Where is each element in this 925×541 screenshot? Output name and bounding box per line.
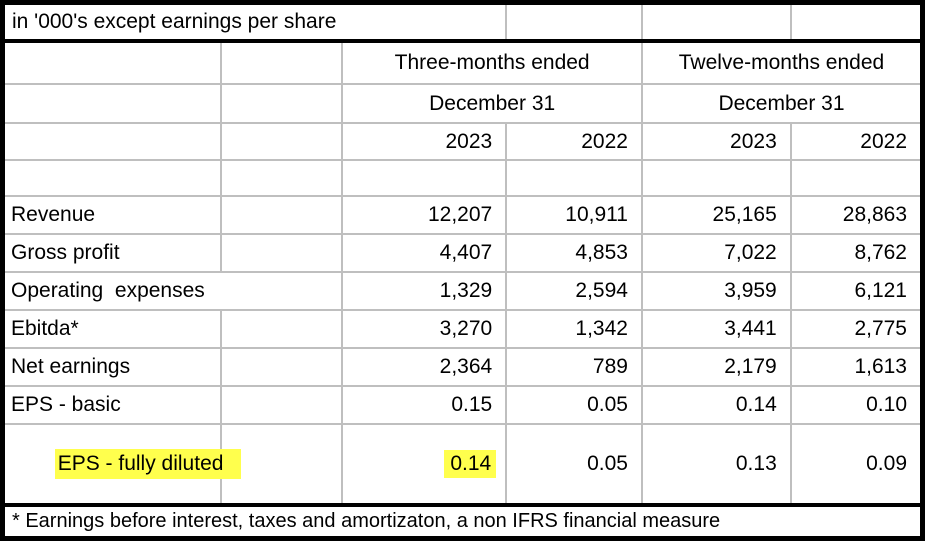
empty-cell (505, 159, 643, 197)
table-row-ebitda: Ebitda* 3,270 1,342 3,441 2,775 (1, 309, 924, 349)
row-label-eps-fully-diluted: EPS - fully diluted (1, 423, 242, 506)
value-cell: 3,959 (640, 271, 792, 311)
empty-cell (789, 1, 924, 43)
empty-cell (219, 233, 344, 273)
value-cell: 10,911 (505, 195, 643, 235)
highlight-eps-diluted-q2023-value: 0.14 (444, 450, 497, 478)
value-cell: 1,329 (341, 271, 508, 311)
period-header-three-months: Three-months ended (341, 40, 643, 85)
year-header-row: 2023 2022 2023 2022 (1, 122, 924, 161)
empty-cell (505, 1, 643, 43)
footnote-row: * Earnings before interest, taxes and am… (1, 503, 924, 540)
value-cell: 2,775 (789, 309, 924, 349)
value-cell: 0.05 (505, 423, 643, 506)
empty-cell (640, 159, 792, 197)
row-label-net-earnings: Net earnings (1, 347, 222, 387)
value-cell: 0.05 (505, 385, 643, 425)
value-cell: 25,165 (640, 195, 792, 235)
row-label-ebitda: Ebitda* (1, 309, 222, 349)
empty-cell (219, 347, 344, 387)
empty-cell (219, 40, 344, 85)
value-cell: 0.09 (789, 423, 924, 506)
value-cell: 2,179 (640, 347, 792, 387)
year-header-12m-2023: 2023 (640, 122, 792, 161)
table-row-gross-profit: Gross profit 4,407 4,853 7,022 8,762 (1, 233, 924, 273)
value-cell: 4,853 (505, 233, 643, 273)
empty-cell (219, 195, 344, 235)
table-row-operating-expenses: Operating expenses 1,329 2,594 3,959 6,1… (1, 271, 924, 311)
value-cell: 7,022 (640, 233, 792, 273)
table-row-eps-fully-diluted: EPS - fully diluted 0.14 0.05 0.13 0.09 (1, 423, 924, 506)
value-cell: 0.13 (640, 423, 792, 506)
empty-cell (640, 1, 792, 43)
row-label-eps-basic: EPS - basic (1, 385, 222, 425)
footnote: * Earnings before interest, taxes and am… (1, 503, 924, 540)
empty-cell (219, 309, 344, 349)
table-row-revenue: Revenue 12,207 10,911 25,165 28,863 (1, 195, 924, 235)
value-cell: 28,863 (789, 195, 924, 235)
empty-cell (219, 159, 344, 197)
value-cell: 0.15 (341, 385, 508, 425)
value-cell: 0.14 (341, 423, 508, 506)
highlight-eps-diluted-label: EPS - fully diluted (54, 449, 242, 479)
year-header-12m-2022: 2022 (789, 122, 924, 161)
empty-cell (1, 122, 222, 161)
value-cell: 4,407 (341, 233, 508, 273)
value-cell: 12,207 (341, 195, 508, 235)
period-subheader-row: December 31 December 31 (1, 83, 924, 124)
period-header-twelve-months: Twelve-months ended (640, 40, 924, 85)
table-row-eps-basic: EPS - basic 0.15 0.05 0.14 0.10 (1, 385, 924, 425)
period-header-row: Three-months ended Twelve-months ended (1, 40, 924, 85)
empty-cell (1, 159, 222, 197)
table-title: in '000's except earnings per share (1, 1, 508, 43)
period-subheader-twelve-months: December 31 (640, 83, 924, 124)
value-cell: 3,441 (640, 309, 792, 349)
value-cell: 1,342 (505, 309, 643, 349)
year-header-3m-2022: 2022 (505, 122, 643, 161)
value-cell: 2,594 (505, 271, 643, 311)
year-header-3m-2023: 2023 (341, 122, 508, 161)
empty-cell (219, 122, 344, 161)
period-subheader-three-months: December 31 (341, 83, 643, 124)
row-label-revenue: Revenue (1, 195, 222, 235)
title-row: in '000's except earnings per share (1, 1, 924, 43)
value-cell: 0.14 (640, 385, 792, 425)
value-cell: 1,613 (789, 347, 924, 387)
value-cell: 0.10 (789, 385, 924, 425)
empty-cell (341, 159, 508, 197)
value-cell: 8,762 (789, 233, 924, 273)
empty-cell (1, 40, 222, 85)
empty-cell (1, 83, 222, 124)
empty-cell (789, 159, 924, 197)
empty-cell (219, 385, 344, 425)
row-label-gross-profit: Gross profit (1, 233, 222, 273)
row-label-operating-expenses: Operating expenses (1, 271, 344, 311)
value-cell: 789 (505, 347, 643, 387)
value-cell: 2,364 (341, 347, 508, 387)
value-cell: 6,121 (789, 271, 924, 311)
value-cell: 3,270 (341, 309, 508, 349)
table-row-net-earnings: Net earnings 2,364 789 2,179 1,613 (1, 347, 924, 387)
empty-cell (219, 83, 344, 124)
spacer-row (1, 159, 924, 197)
